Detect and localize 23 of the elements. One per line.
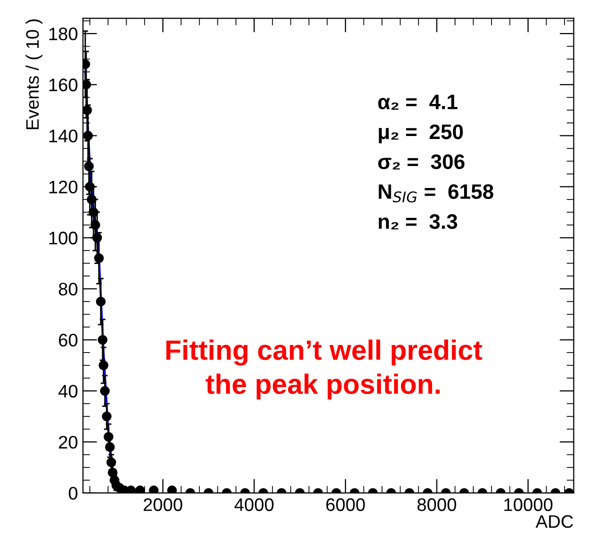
y-tick-label: 40 [58, 384, 78, 398]
annotation: N$_{SIG}$ = 6158 [378, 184, 494, 202]
x-axis-title: ADC [536, 515, 574, 528]
y-axis-title: Events / ( 10 ) [26, 19, 42, 130]
annotation: μ₂ = 250 [378, 124, 463, 144]
x-tick-label: 2000 [144, 498, 182, 512]
y-tick-label: 160 [49, 78, 78, 92]
y-tick-label: 180 [49, 28, 78, 40]
y-tick-label: 0 [68, 486, 78, 500]
y-tick-label: 120 [49, 180, 78, 194]
annotation: σ₂ = 306 [378, 154, 464, 170]
annotation: n₂ = 3.3 [378, 214, 458, 230]
y-tick-label: 140 [49, 130, 78, 142]
annotation: α₂ = 4.1 [378, 94, 458, 110]
y-tick-label: 20 [58, 436, 78, 449]
y-tick-label: 100 [49, 232, 78, 244]
x-tick-label: 6000 [326, 498, 365, 512]
y-tick-label: 60 [58, 334, 78, 347]
y-tick-label: 80 [58, 282, 78, 296]
x-tick-label: 10000 [504, 498, 552, 512]
annotation: Fitting can’t well predict the peak position. [166, 340, 482, 400]
x-tick-label: 4000 [234, 498, 274, 512]
x-tick-label: 8000 [417, 498, 456, 512]
